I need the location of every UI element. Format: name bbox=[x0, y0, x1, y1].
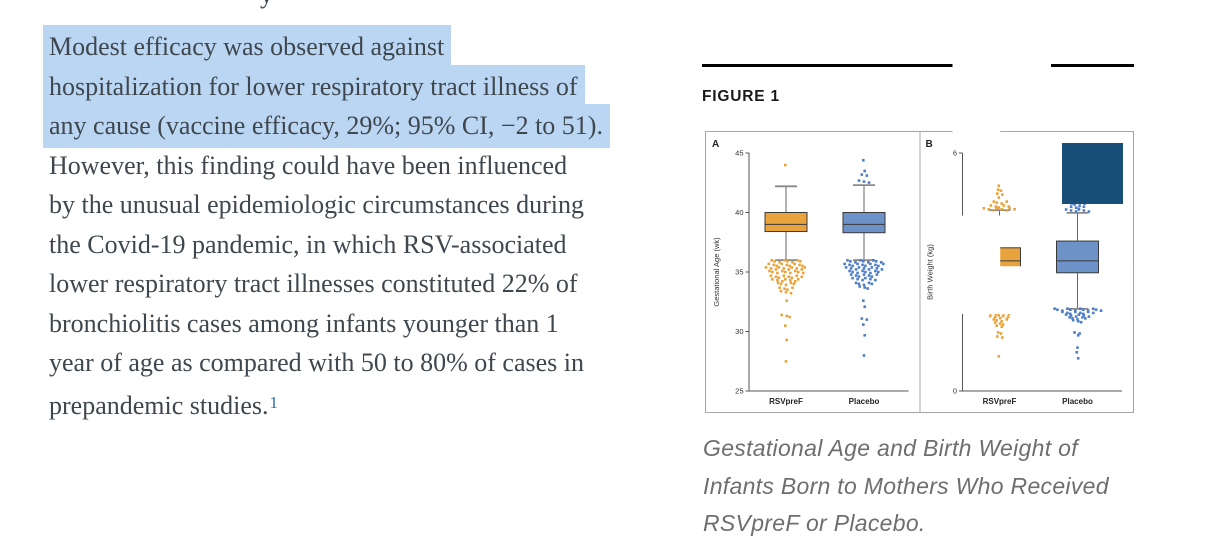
svg-text:A: A bbox=[712, 139, 719, 150]
svg-text:Birth Weight (kg): Birth Weight (kg) bbox=[926, 244, 935, 300]
figure-caption: Gestational Age and Birth Weight of Infa… bbox=[703, 435, 1109, 536]
highlighted-text: any cause (vaccine efficacy, 29%; 95% CI… bbox=[43, 104, 610, 148]
svg-text:30: 30 bbox=[735, 327, 743, 336]
expand-figure-button[interactable] bbox=[952, 33, 1214, 314]
svg-text:45: 45 bbox=[735, 149, 743, 158]
section-divider-rule bbox=[702, 64, 1135, 67]
paragraph-line: hospitalization for lower respiratory tr… bbox=[43, 64, 679, 108]
paragraph-line: bronchiolitis cases among infants younge… bbox=[49, 308, 559, 338]
svg-text:Placebo: Placebo bbox=[849, 397, 880, 406]
paragraph-line: Modest efficacy was observed against bbox=[43, 25, 679, 69]
highlighted-text: hospitalization for lower respiratory tr… bbox=[43, 64, 585, 108]
svg-text:40: 40 bbox=[735, 208, 743, 217]
highlighted-text: Modest efficacy was observed against bbox=[43, 25, 452, 69]
paragraph-line: However, this finding could have been in… bbox=[49, 150, 568, 180]
paragraph-line: the Covid-19 pandemic, in which RSV-asso… bbox=[49, 229, 567, 259]
paragraph-line: lower respiratory tract illnesses consti… bbox=[49, 269, 578, 298]
article-paragraph: Modest efficacy was observed against hos… bbox=[43, 25, 679, 422]
svg-text:Placebo: Placebo bbox=[1062, 397, 1093, 406]
paragraph-line: year of age as compared with 50 to 80% o… bbox=[49, 348, 584, 377]
svg-text:RSVpreF: RSVpreF bbox=[769, 397, 803, 406]
svg-text:0: 0 bbox=[953, 387, 957, 396]
svg-text:B: B bbox=[926, 139, 933, 150]
paragraph-line: any cause (vaccine efficacy, 29%; 95% CI… bbox=[43, 104, 679, 148]
svg-text:RSVpreF: RSVpreF bbox=[983, 397, 1017, 406]
previous-line-fragment: y bbox=[260, 0, 290, 9]
svg-text:Gestational Age (wk): Gestational Age (wk) bbox=[712, 237, 721, 307]
svg-text:35: 35 bbox=[735, 268, 743, 277]
fullscreen-expand-icon bbox=[879, 33, 1214, 314]
figure-label: FIGURE 1 bbox=[702, 88, 780, 105]
paragraph-line: by the unusual epidemiologic circumstanc… bbox=[49, 190, 585, 219]
paragraph-line: prepandemic studies.1 bbox=[49, 390, 279, 420]
svg-text:25: 25 bbox=[735, 387, 743, 396]
figure-thumbnail[interactable]: A 25 30 35 40 45 Gestational Age (wk) RSVpreF Pl… bbox=[705, 33, 1214, 413]
svg-text:6: 6 bbox=[953, 149, 957, 158]
reference-link-1[interactable]: 1 bbox=[269, 392, 279, 412]
